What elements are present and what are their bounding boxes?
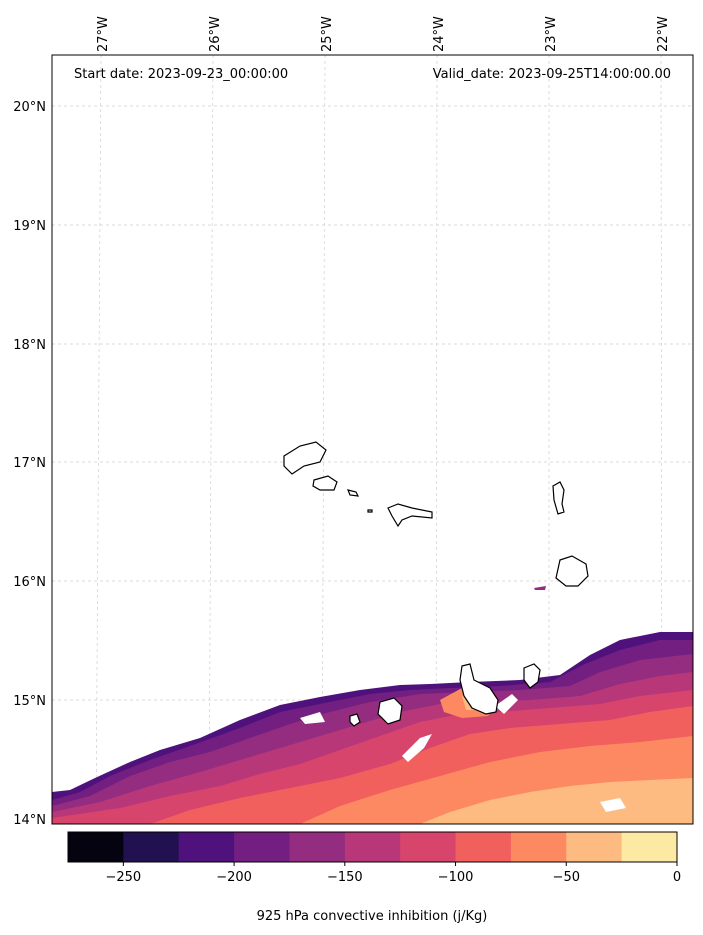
colorbar-ticks: −250 −200 −150 −100 −50 0 xyxy=(106,862,681,885)
colorbar-tick-label: −200 xyxy=(216,870,252,885)
colorbar-swatch xyxy=(510,832,567,862)
lat-tick-label: 20°N xyxy=(13,100,46,115)
lat-tick-label: 15°N xyxy=(13,694,46,709)
meridian-24w xyxy=(435,54,438,825)
island-fogo xyxy=(377,697,403,725)
lon-tick-label: 24°W xyxy=(432,16,447,52)
colorbar-swatch xyxy=(178,832,235,862)
island-brava xyxy=(349,713,361,727)
lat-tick-label: 19°N xyxy=(13,219,46,234)
lat-tick-label: 14°N xyxy=(13,813,46,828)
colorbar-swatch xyxy=(123,832,180,862)
map-frame xyxy=(51,54,694,825)
island-boa-vista xyxy=(555,555,589,587)
colorbar-tick-label: −50 xyxy=(553,870,580,885)
island-santo-antao xyxy=(283,441,327,475)
no-data-gaps xyxy=(300,694,626,812)
lon-tick-label: 25°W xyxy=(320,16,335,52)
colorbar-swatch xyxy=(344,832,401,862)
colorbar-swatch xyxy=(566,832,623,862)
meridian-25w xyxy=(321,54,326,825)
colorbar-frame xyxy=(67,831,678,863)
meridian-26w xyxy=(208,54,214,825)
lat-tick-labels: 20°N 19°N 18°N 17°N 16°N 15°N 14°N xyxy=(13,100,46,828)
lat-tick-label: 17°N xyxy=(13,456,46,471)
colorbar-label: 925 hPa convective inhibition (j/Kg) xyxy=(257,909,488,924)
island-santiago xyxy=(459,663,499,715)
colorbar-tick-label: −100 xyxy=(438,870,474,885)
lon-tick-label: 23°W xyxy=(544,16,559,52)
coastlines xyxy=(283,441,589,727)
lon-tick-label: 27°W xyxy=(96,16,111,52)
colorbar-swatch xyxy=(455,832,512,862)
meridian-27w xyxy=(95,54,102,825)
island-sao-nicolau xyxy=(387,503,433,528)
colorbar-swatch xyxy=(234,832,290,862)
lon-tick-label: 22°W xyxy=(656,16,671,52)
colorbar-tick-label: −250 xyxy=(106,870,142,885)
colorbar-swatch xyxy=(400,832,457,862)
lon-tick-label: 26°W xyxy=(208,16,223,52)
lat-tick-label: 16°N xyxy=(13,575,46,590)
lat-tick-label: 18°N xyxy=(13,338,46,353)
colorbar-tick-label: −150 xyxy=(327,870,363,885)
colorbar-swatch xyxy=(289,832,346,862)
cin-band-50 xyxy=(420,778,693,824)
island-maio xyxy=(523,663,541,689)
colorbar xyxy=(68,832,678,862)
cin-small-patch xyxy=(534,586,546,590)
colorbar-swatch xyxy=(68,832,124,862)
island-sao-vicente xyxy=(312,475,338,491)
colorbar-tick-label: 0 xyxy=(673,870,681,885)
island-small-islet xyxy=(367,509,373,513)
colorbar-swatch xyxy=(621,832,678,862)
lon-tick-labels: 27°W 26°W 25°W 24°W 23°W 22°W xyxy=(96,16,671,52)
start-date-label: Start date: 2023-09-23_00:00:00 xyxy=(74,67,288,82)
valid-date-label: Valid_date: 2023-09-25T14:00:00.00 xyxy=(433,67,671,82)
island-sal xyxy=(552,481,565,515)
meridian-22w xyxy=(660,54,663,825)
island-santa-luzia xyxy=(347,489,360,497)
